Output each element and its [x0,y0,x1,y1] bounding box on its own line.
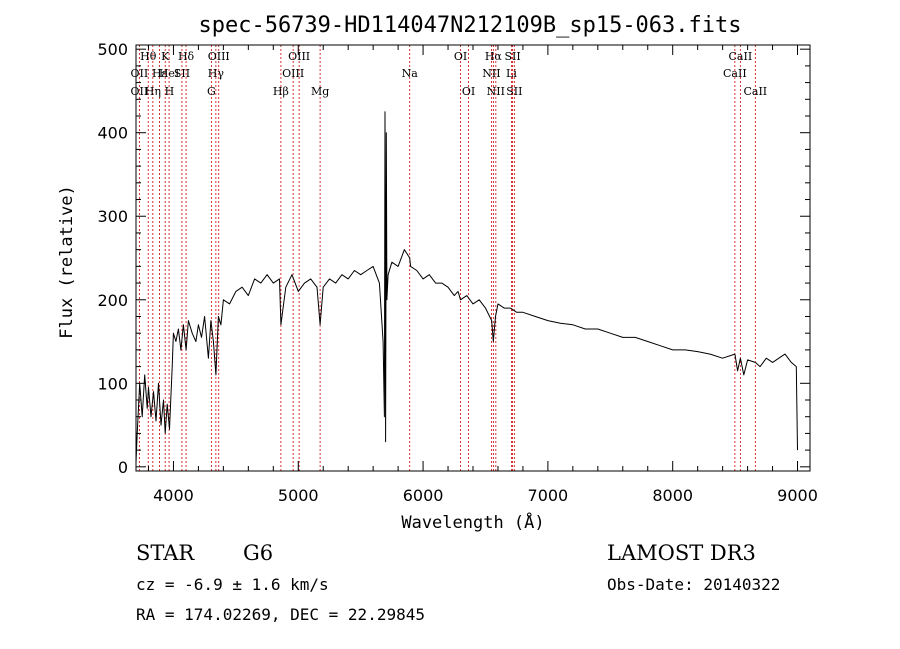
redshift-readout: cz = -6.9 ± 1.6 km/s [136,575,329,594]
spectrum-series-line [135,111,798,463]
spectral-line-label: K [161,50,170,63]
spectral-line-label: Hε [152,67,168,80]
x-tick-label: 9000 [777,486,818,505]
object-subclass: G6 [243,541,273,565]
spectral-line-label: OI [454,50,467,63]
y-tick-label: 400 [97,124,128,143]
y-tick-label: 0 [118,458,128,477]
y-tick-label: 100 [97,374,128,393]
spectral-line-label: H [165,85,175,98]
spectral-line-label: OII [131,85,149,98]
y-tick-label: 300 [97,207,128,226]
spectral-line-label: SII [504,50,520,63]
spectral-line-label: OIII [288,50,310,63]
x-axis-label: Wavelength (Å) [401,511,544,533]
y-axis-ticks: 0 100 200 300 400 500 [97,40,810,477]
object-class: STAR [136,541,195,565]
spectral-line-label: CaII [729,50,753,63]
spectral-line-label: OIII [282,67,304,80]
y-tick-label: 200 [97,291,128,310]
plot-frame [135,44,811,472]
coordinates: RA = 174.02269, DEC = 22.29845 [136,605,425,624]
spectral-line-label: CaII [723,67,747,80]
spectral-line-label: OII [131,67,149,80]
x-tick-label: 7000 [528,486,569,505]
spectral-line-label: Hδ [178,50,195,63]
spectral-line-label: Na [402,67,419,80]
x-tick-label: 5000 [278,486,319,505]
spectral-line-label: Hβ [273,85,289,98]
spectral-line-label: NII [487,85,505,98]
obs-date: Obs-Date: 20140322 [607,575,780,594]
spectral-line-label: NII [482,67,500,80]
survey-name: LAMOST DR3 [607,541,756,565]
chart-title: spec-56739-HD114047N212109B_sp15-063.fit… [198,13,741,38]
spectral-line-label: Hγ [208,67,225,80]
x-tick-label: 4000 [153,486,194,505]
spectral-line-label: CaII [743,85,767,98]
spectral-line-label: Hα [485,50,503,63]
x-axis-ticks: 4000 5000 6000 7000 8000 9000 [147,45,818,505]
spectral-line-label: OI [462,85,475,98]
spectrum-plot [135,111,798,463]
spectral-line-label: SII [506,85,522,98]
spectral-line-label: Li [506,67,517,80]
y-tick-label: 500 [97,40,128,59]
spectral-line-label: Hθ [140,50,157,63]
spectral-line-label: Mg [311,85,329,98]
y-axis-label: Flux (relative) [57,185,77,339]
spectral-line-label: OIII [208,50,230,63]
x-tick-label: 8000 [652,486,693,505]
spectral-line-markers [138,45,756,471]
spectral-line-label: G [207,85,216,98]
spectral-line-label: Hη [145,85,161,98]
spectral-line-label: HeI [159,67,179,80]
x-tick-label: 6000 [403,486,444,505]
spectral-line-label: SII [174,67,190,80]
